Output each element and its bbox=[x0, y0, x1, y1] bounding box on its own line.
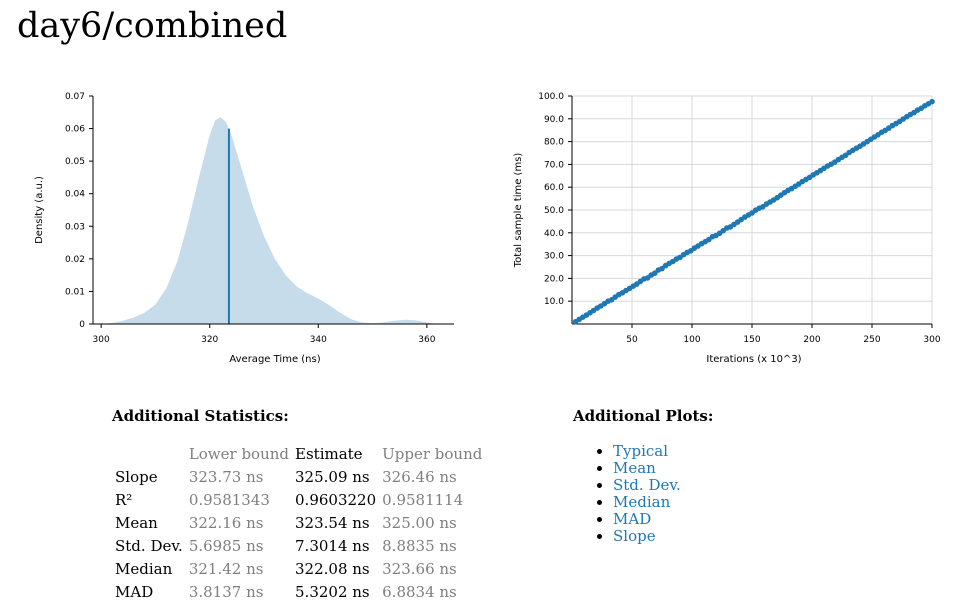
statistics-estimate: 5.3202 ns bbox=[295, 582, 370, 601]
median-plot-link[interactable]: Median bbox=[613, 493, 671, 511]
statistics-header-upper-bound: Upper bound bbox=[382, 444, 483, 463]
pdf-x-tick-label: 320 bbox=[201, 335, 218, 345]
typical-plot-link[interactable]: Typical bbox=[613, 442, 669, 460]
additional-plots: Additional Plots: Typical Mean Std. Dev.… bbox=[573, 406, 714, 545]
statistics-upper-bound: 323.66 ns bbox=[382, 559, 457, 578]
list-item: Typical bbox=[613, 443, 813, 460]
statistics-row-label: R² bbox=[115, 490, 133, 509]
additional-statistics-title: Additional Statistics: bbox=[112, 407, 289, 425]
regression-y-tick-label: 90.0 bbox=[544, 115, 564, 125]
statistics-upper-bound: 6.8834 ns bbox=[382, 582, 457, 601]
regression-x-tick-label: 200 bbox=[803, 335, 820, 345]
statistics-row-label: Std. Dev. bbox=[115, 536, 183, 555]
pdf-plot: 0 0.01 0.02 0.03 0.04 0.05 0.06 0.07 300 320 340 36… bbox=[34, 92, 454, 365]
regression-y-tick-label: 40.0 bbox=[544, 229, 564, 239]
regression-points-layer bbox=[571, 98, 935, 325]
regression-axes-layer: 10.0 20.0 30.0 40.0 50.0 60.0 70.0 80.0 90.0 100.… bbox=[538, 92, 941, 345]
regression-y-tick-label: 10.0 bbox=[544, 297, 564, 307]
statistics-lower-bound: 321.42 ns bbox=[188, 559, 264, 578]
pdf-y-tick-label: 0.02 bbox=[65, 255, 85, 265]
statistics-row-mean: Mean 322.16 ns 323.54 ns 325.00 ns bbox=[112, 511, 485, 534]
pdf-x-tick-label: 360 bbox=[418, 335, 435, 345]
statistics-row-r-squared: R² 0.9581343 0.9603220 0.9581114 bbox=[112, 488, 485, 511]
additional-plots-title: Additional Plots: bbox=[573, 407, 714, 425]
regression-y-tick-label: 80.0 bbox=[544, 138, 564, 148]
pdf-x-tick-label: 300 bbox=[93, 335, 110, 345]
statistics-upper-bound: 8.8835 ns bbox=[382, 536, 457, 555]
pdf-axes-layer: 0 0.01 0.02 0.03 0.04 0.05 0.06 0.07 300 320 340 36… bbox=[65, 92, 454, 345]
statistics-estimate: 7.3014 ns bbox=[295, 536, 370, 555]
statistics-upper-bound: 326.46 ns bbox=[382, 467, 457, 486]
regression-x-tick-label: 50 bbox=[626, 335, 638, 345]
slope-plot-link[interactable]: Slope bbox=[613, 527, 656, 545]
statistics-lower-bound: 0.9581343 bbox=[188, 490, 270, 509]
list-item: Mean bbox=[613, 460, 813, 477]
pdf-y-tick-label: 0.05 bbox=[65, 157, 85, 167]
pdf-y-tick-label: 0.06 bbox=[65, 125, 85, 135]
mad-plot-link[interactable]: MAD bbox=[613, 510, 652, 528]
regression-y-tick-label: 60.0 bbox=[544, 183, 564, 193]
statistics-row-std-dev: Std. Dev. 5.6985 ns 7.3014 ns 8.8835 ns bbox=[112, 534, 485, 557]
statistics-estimate: 325.09 ns bbox=[295, 467, 370, 486]
std-dev-plot-link[interactable]: Std. Dev. bbox=[613, 476, 681, 494]
regression-y-tick-label: 30.0 bbox=[544, 252, 564, 262]
pdf-y-tick-label: 0 bbox=[79, 320, 85, 330]
regression-y-tick-label: 100.0 bbox=[538, 92, 564, 102]
statistics-row-mad: MAD 3.8137 ns 5.3202 ns 6.8834 ns bbox=[112, 580, 485, 603]
regression-y-tick-label: 20.0 bbox=[544, 274, 564, 284]
statistics-header-estimate: Estimate bbox=[295, 444, 363, 463]
statistics-row-label: Slope bbox=[115, 467, 158, 486]
regression-x-tick-label: 250 bbox=[863, 335, 880, 345]
pdf-density-area bbox=[101, 117, 438, 324]
list-item: Slope bbox=[613, 528, 813, 545]
regression-grid-layer bbox=[572, 95, 933, 324]
list-item: Std. Dev. bbox=[613, 477, 813, 494]
statistics-lower-bound: 323.73 ns bbox=[188, 467, 264, 486]
statistics-upper-bound: 0.9581114 bbox=[382, 490, 464, 509]
regression-x-tick-label: 300 bbox=[923, 335, 940, 345]
statistics-table: Lower bound Estimate Upper bound Slope 3… bbox=[112, 442, 485, 603]
statistics-row-label: Mean bbox=[115, 513, 158, 532]
statistics-estimate: 0.9603220 bbox=[295, 490, 377, 509]
statistics-estimate: 323.54 ns bbox=[295, 513, 370, 532]
additional-plots-list: Typical Mean Std. Dev. Median MAD Slope bbox=[573, 443, 813, 545]
regression-y-axis-label: Total sample time (ms) bbox=[513, 153, 524, 269]
statistics-lower-bound: 3.8137 ns bbox=[188, 582, 264, 601]
regression-y-tick-label: 70.0 bbox=[544, 160, 564, 170]
regression-x-tick-label: 100 bbox=[683, 335, 700, 345]
regression-x-axis-label: Iterations (x 10^3) bbox=[706, 354, 801, 365]
pdf-y-tick-label: 0.04 bbox=[65, 190, 85, 200]
regression-plot: 10.0 20.0 30.0 40.0 50.0 60.0 70.0 80.0 90.0 100.… bbox=[513, 92, 941, 365]
statistics-header-row: Lower bound Estimate Upper bound bbox=[112, 442, 485, 465]
statistics-lower-bound: 5.6985 ns bbox=[188, 536, 264, 555]
regression-x-tick-label: 150 bbox=[743, 335, 760, 345]
statistics-header-lower-bound: Lower bound bbox=[188, 444, 290, 463]
statistics-row-label: Median bbox=[115, 559, 173, 578]
pdf-y-tick-label: 0.01 bbox=[65, 287, 85, 297]
statistics-estimate: 322.08 ns bbox=[295, 559, 370, 578]
regression-sample-point bbox=[929, 98, 935, 105]
regression-sample-point bbox=[652, 270, 658, 276]
pdf-x-tick-label: 340 bbox=[310, 335, 327, 345]
pdf-y-axis-label: Density (a.u.) bbox=[34, 176, 45, 244]
pdf-x-axis-label: Average Time (ns) bbox=[229, 354, 320, 365]
list-item: MAD bbox=[613, 511, 813, 528]
statistics-row-slope: Slope 323.73 ns 325.09 ns 326.46 ns bbox=[112, 465, 485, 488]
statistics-lower-bound: 322.16 ns bbox=[188, 513, 264, 532]
statistics-upper-bound: 325.00 ns bbox=[382, 513, 457, 532]
regression-y-tick-label: 50.0 bbox=[544, 206, 564, 216]
pdf-area-layer bbox=[101, 117, 438, 324]
statistics-row-median: Median 321.42 ns 322.08 ns 323.66 ns bbox=[112, 557, 485, 580]
pdf-y-tick-label: 0.03 bbox=[65, 222, 85, 232]
additional-statistics: Additional Statistics: Lower bound Estim… bbox=[112, 406, 482, 601]
page-title: day6/combined bbox=[17, 6, 288, 46]
list-item: Median bbox=[613, 494, 813, 511]
statistics-header-blank bbox=[112, 442, 186, 465]
statistics-row-label: MAD bbox=[115, 582, 154, 601]
mean-plot-link[interactable]: Mean bbox=[613, 459, 656, 477]
pdf-y-tick-label: 0.07 bbox=[65, 92, 85, 102]
